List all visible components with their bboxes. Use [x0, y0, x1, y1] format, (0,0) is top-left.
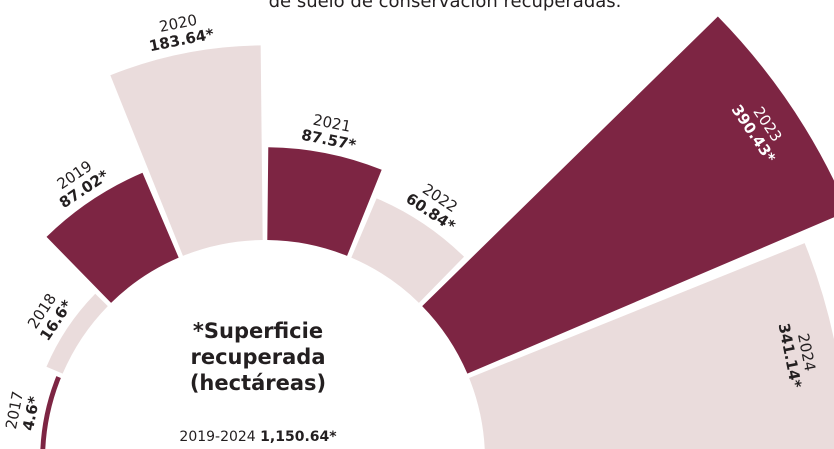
total-value: 1,150.64*: [260, 429, 337, 445]
total: 2019-2024 1,150.64*: [179, 429, 337, 445]
chart-title: de suelo de conservación recuperadas.: [269, 0, 622, 12]
center-title: *Superficie: [193, 319, 323, 343]
bar: [351, 198, 465, 303]
bar: [110, 45, 263, 256]
bar: [422, 16, 834, 374]
center-title: (hectáreas): [190, 371, 326, 395]
bar: [46, 293, 108, 374]
bar: [46, 172, 179, 303]
bar: [469, 243, 834, 449]
bar: [267, 147, 382, 256]
center-title: recuperada: [190, 345, 325, 369]
bar: [40, 376, 61, 449]
total-period: 2019-2024: [179, 429, 255, 445]
